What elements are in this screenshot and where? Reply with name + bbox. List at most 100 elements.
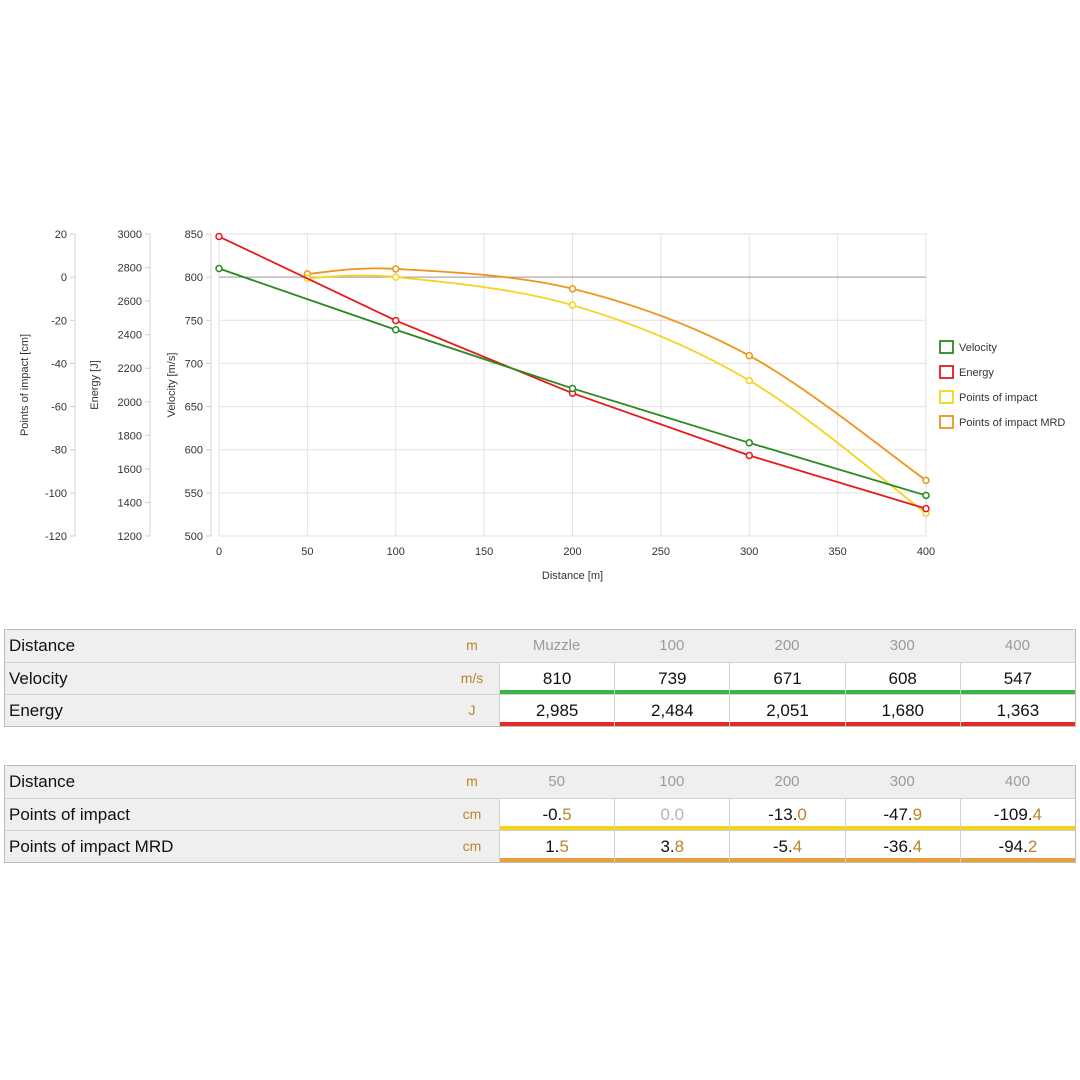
points-of-impact-mrd-line [307, 267, 927, 482]
legend-swatch-energy [939, 365, 954, 379]
legend-label-points-of-impact-mrd: Points of impact MRD [959, 417, 1065, 429]
value-cell: 608 [844, 663, 960, 694]
velocity-point [392, 326, 400, 334]
energy-tick-label: 2400 [118, 330, 142, 342]
x-tick-label: 400 [917, 546, 935, 558]
x-tick-label: 200 [563, 546, 581, 558]
row-color-bar [960, 722, 1076, 726]
points-of-impact-mrd-point [392, 265, 400, 273]
points-of-impact-point [392, 273, 400, 281]
points-of-impact-mrd-point [745, 351, 753, 360]
x-tick-label: 350 [828, 546, 846, 558]
row-color-bar [845, 826, 960, 830]
value-frac: 4 [792, 837, 803, 856]
value-int: 810 [542, 669, 572, 688]
energy-tick-label: 3000 [118, 229, 142, 241]
value-cell: -109.4 [959, 799, 1076, 830]
legend-label-points-of-impact: Points of impact [959, 392, 1037, 404]
header-distance-cell: 200 [774, 773, 800, 790]
value-int: 1,680 [881, 701, 924, 720]
poi-tick-label: -40 [51, 358, 67, 370]
header-distance-cell: 300 [889, 773, 915, 790]
value-cell: -47.9 [844, 799, 960, 830]
chart-grid [218, 233, 927, 537]
value-int: -5. [772, 837, 793, 856]
value-frac: 4 [1032, 805, 1043, 824]
energy-tick-label: 2000 [118, 397, 142, 409]
value-cell: 1,680 [844, 695, 960, 726]
velocity-point [922, 491, 930, 500]
value-cell: -0.5 [499, 799, 615, 830]
value-frac: 5 [562, 805, 572, 824]
energy-tick-label: 1200 [118, 531, 142, 543]
row-unit: m/s [460, 670, 484, 686]
row-color-bar [615, 826, 730, 830]
row-color-bar [960, 690, 1076, 694]
poi-tick-label: -80 [51, 445, 67, 457]
legend-swatch-points-of-impact-mrd [939, 415, 954, 429]
energy-tick-label: 2800 [118, 263, 142, 275]
x-tick-label: 0 [216, 546, 222, 558]
poi-tick-label: 0 [61, 272, 67, 284]
energy-tick-label: 1400 [118, 497, 142, 509]
velocity-point [745, 439, 753, 447]
energy-point [215, 232, 223, 241]
velocity-tick-label: 700 [185, 358, 203, 370]
row-color-bar [615, 690, 730, 694]
row-color-bar [730, 826, 845, 830]
value-frac: 0 [674, 805, 685, 824]
header-distance-cell: 100 [659, 773, 685, 790]
legend-swatch-points-of-impact [939, 390, 954, 404]
row-label: Velocity [9, 669, 68, 688]
row-color-bar [845, 858, 960, 862]
points-of-impact-mrd-point [922, 476, 930, 485]
row-color-bar [960, 826, 1076, 830]
value-cell: 671 [729, 663, 845, 694]
poi-tick-label: 20 [55, 229, 67, 241]
header-distance-cell: 400 [1004, 773, 1030, 790]
value-cell: -5.4 [729, 831, 845, 862]
row-label: Points of impact MRD [9, 837, 174, 856]
row-color-bar [730, 722, 845, 726]
x-axis-title: Distance [m] [542, 570, 603, 582]
points-of-impact-point [745, 376, 753, 385]
row-color-bar [960, 858, 1076, 862]
row-color-bar [730, 858, 845, 862]
value-cell: 0.0 [614, 799, 730, 830]
value-cell: 1.5 [499, 831, 615, 862]
energy-point [392, 316, 400, 325]
velocity-tick-label: 750 [185, 315, 203, 327]
value-cell: -94.2 [959, 831, 1076, 862]
value-int: 2,484 [651, 701, 694, 720]
table-header-row: Distance m 50 100 200 300 400 [5, 766, 1075, 798]
row-color-bar [845, 690, 960, 694]
value-int: -47. [883, 805, 913, 824]
value-frac: 4 [912, 837, 923, 856]
row-color-bar [500, 858, 615, 862]
value-frac: 9 [912, 805, 923, 824]
value-cell: 3.8 [614, 831, 730, 862]
energy-tick-label: 1800 [118, 430, 142, 442]
value-frac: 2 [1027, 837, 1038, 856]
row-color-bar [615, 722, 730, 726]
value-cell: 2,051 [729, 695, 845, 726]
header-label: Distance [9, 772, 76, 791]
velocity-tick-label: 500 [185, 531, 203, 543]
velocity-tick-label: 550 [185, 488, 203, 500]
value-frac: 0 [797, 805, 807, 824]
header-label: Distance [9, 636, 76, 655]
value-int: -109. [993, 805, 1033, 824]
energy-point [922, 504, 930, 513]
table-row: Velocity m/s 810 739 671 608 547 [5, 662, 1076, 694]
value-int: 1. [545, 837, 560, 856]
value-cell: 810 [499, 663, 615, 694]
table-row: Points of impact MRD cm 1.5 3.8 -5.4 -36.4 -94… [5, 830, 1076, 862]
row-color-bar [500, 722, 615, 726]
x-tick-label: 150 [475, 546, 493, 558]
value-int: 671 [773, 669, 802, 688]
velocity-energy-table: Distance m Muzzle 100 200 300 400 Velocity m/s 81… [4, 629, 1076, 727]
impact-table: Distance m 50 100 200 300 400 Points of impact c… [4, 765, 1076, 863]
energy-tick-label: 2200 [118, 363, 142, 375]
value-frac: 8 [674, 837, 685, 856]
